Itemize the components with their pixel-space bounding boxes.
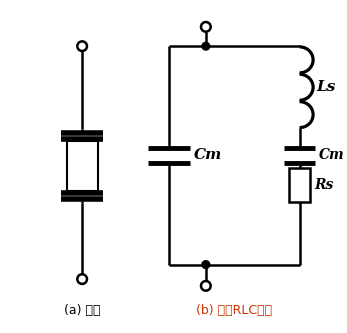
Text: Ls: Ls bbox=[316, 80, 336, 94]
Text: (a) 符号: (a) 符号 bbox=[64, 303, 100, 316]
Text: Rs: Rs bbox=[314, 178, 333, 192]
Text: Cm: Cm bbox=[194, 149, 222, 163]
Text: (b) 等效RLC电路: (b) 等效RLC电路 bbox=[196, 303, 272, 316]
Bar bbox=[289, 168, 310, 202]
Circle shape bbox=[202, 42, 210, 50]
Text: Cm: Cm bbox=[319, 149, 345, 163]
Circle shape bbox=[202, 261, 210, 268]
Bar bbox=[67, 141, 98, 191]
